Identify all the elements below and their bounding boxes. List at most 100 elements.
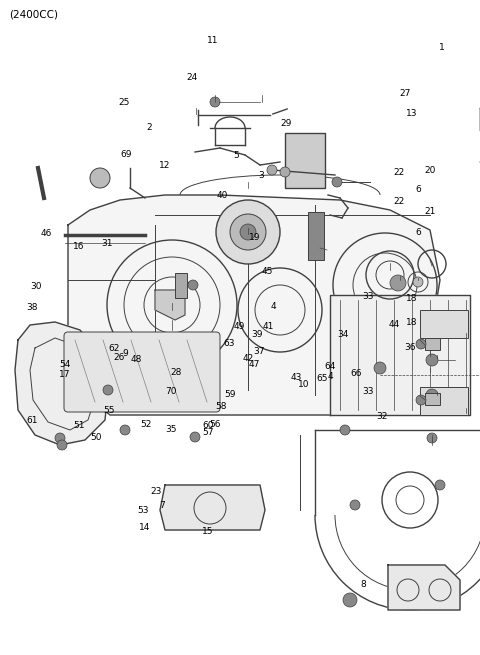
Polygon shape — [68, 195, 440, 415]
Text: 52: 52 — [140, 420, 152, 429]
Bar — [308, 212, 324, 260]
Text: 47: 47 — [249, 360, 260, 369]
Text: 12: 12 — [159, 160, 170, 170]
Circle shape — [120, 425, 130, 435]
Circle shape — [416, 339, 426, 349]
Circle shape — [340, 425, 350, 435]
Text: 10: 10 — [298, 380, 310, 389]
Text: 38: 38 — [26, 303, 37, 312]
Circle shape — [350, 500, 360, 510]
Text: 42: 42 — [242, 354, 254, 363]
Circle shape — [427, 433, 437, 443]
Circle shape — [426, 389, 438, 401]
Circle shape — [413, 277, 423, 287]
Circle shape — [55, 433, 65, 443]
Text: 53: 53 — [137, 506, 149, 515]
Bar — [420, 310, 468, 338]
Text: 6: 6 — [416, 228, 421, 237]
Circle shape — [230, 214, 266, 250]
Text: 69: 69 — [120, 150, 132, 159]
Circle shape — [280, 167, 290, 177]
Text: 61: 61 — [26, 416, 37, 425]
Text: 6: 6 — [416, 185, 421, 195]
Text: 60: 60 — [203, 421, 214, 430]
Text: 22: 22 — [394, 197, 405, 206]
Circle shape — [332, 177, 342, 187]
Text: 40: 40 — [216, 191, 228, 200]
Circle shape — [240, 224, 256, 240]
Text: 18: 18 — [406, 318, 418, 328]
Text: 4: 4 — [271, 302, 276, 311]
Text: 18: 18 — [406, 294, 418, 303]
Text: 49: 49 — [233, 322, 245, 331]
Text: 1: 1 — [439, 43, 444, 52]
Text: 25: 25 — [118, 98, 130, 107]
Polygon shape — [330, 295, 470, 415]
Text: 7: 7 — [159, 500, 165, 510]
Text: 21: 21 — [424, 207, 435, 216]
Text: 44: 44 — [389, 320, 400, 329]
Circle shape — [435, 480, 445, 490]
Text: 55: 55 — [104, 405, 115, 415]
Text: 33: 33 — [362, 292, 373, 301]
Text: 54: 54 — [59, 360, 71, 369]
Circle shape — [374, 362, 386, 374]
Text: 15: 15 — [202, 527, 213, 536]
Circle shape — [216, 200, 280, 264]
Circle shape — [426, 354, 438, 366]
Text: 59: 59 — [225, 390, 236, 400]
Text: 31: 31 — [102, 239, 113, 248]
Text: 43: 43 — [290, 373, 302, 383]
Polygon shape — [15, 322, 108, 445]
Text: 66: 66 — [350, 369, 362, 378]
Text: 9: 9 — [122, 348, 128, 358]
Text: 29: 29 — [280, 119, 292, 128]
Text: 41: 41 — [262, 322, 274, 331]
Text: 39: 39 — [252, 330, 263, 339]
FancyArrowPatch shape — [273, 109, 288, 114]
Bar — [175, 273, 187, 298]
Circle shape — [390, 275, 406, 291]
Text: 48: 48 — [130, 355, 142, 364]
Circle shape — [188, 280, 198, 290]
Circle shape — [416, 395, 426, 405]
Text: 51: 51 — [73, 421, 84, 430]
Text: 64: 64 — [324, 362, 336, 371]
Text: 19: 19 — [249, 233, 260, 242]
Polygon shape — [155, 290, 185, 320]
Bar — [285, 133, 325, 188]
Text: 8: 8 — [360, 580, 366, 589]
Bar — [425, 393, 440, 405]
Text: 5: 5 — [233, 151, 239, 160]
Text: 36: 36 — [405, 343, 416, 352]
Bar — [425, 338, 440, 350]
Text: 46: 46 — [40, 229, 52, 238]
Bar — [420, 387, 468, 415]
Text: 35: 35 — [165, 425, 177, 434]
Text: 11: 11 — [207, 36, 219, 45]
Text: 23: 23 — [151, 487, 162, 496]
Text: 37: 37 — [253, 346, 264, 356]
Text: 26: 26 — [113, 353, 125, 362]
Circle shape — [57, 440, 67, 450]
Circle shape — [210, 97, 220, 107]
Text: 22: 22 — [394, 168, 405, 178]
Text: 32: 32 — [376, 412, 388, 421]
Text: (2400CC): (2400CC) — [10, 10, 59, 20]
Text: 56: 56 — [209, 420, 221, 429]
Text: 28: 28 — [170, 367, 181, 377]
Text: 14: 14 — [139, 523, 151, 533]
Text: 34: 34 — [337, 330, 348, 339]
Polygon shape — [160, 485, 265, 530]
Circle shape — [90, 168, 110, 188]
Text: 24: 24 — [186, 73, 198, 82]
Text: 17: 17 — [59, 369, 71, 379]
Text: 27: 27 — [399, 89, 410, 98]
Text: 16: 16 — [73, 242, 85, 251]
Text: 50: 50 — [90, 433, 102, 442]
Text: 63: 63 — [224, 339, 235, 348]
Text: 58: 58 — [215, 402, 227, 411]
Polygon shape — [388, 565, 460, 610]
Text: 4: 4 — [327, 372, 333, 381]
Circle shape — [267, 165, 277, 175]
